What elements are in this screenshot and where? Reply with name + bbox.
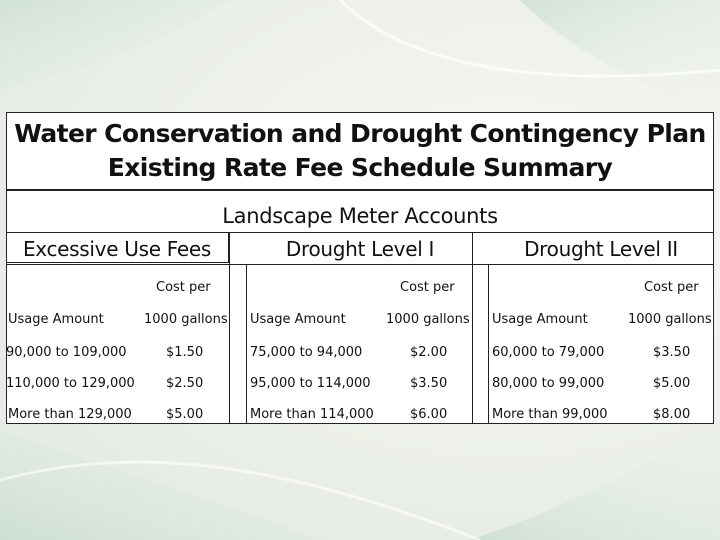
grid-line bbox=[713, 190, 714, 424]
section-drought-level-2: Drought Level II Cost per Usage Amount 1… bbox=[488, 232, 714, 423]
table-cell-usage: 60,000 to 79,000 bbox=[492, 345, 605, 360]
column-header-usage: Usage Amount bbox=[492, 312, 588, 327]
table-cell-cost: $6.00 bbox=[410, 407, 448, 422]
grid-line bbox=[246, 264, 247, 424]
section-drought-level-1: Drought Level I Cost per Usage Amount 10… bbox=[246, 232, 474, 423]
table-cell-usage: 80,000 to 99,000 bbox=[492, 376, 605, 391]
table-cell-cost: $3.50 bbox=[653, 345, 691, 360]
table-cell-usage: More than 99,000 bbox=[492, 407, 608, 422]
cost-per-label: Cost per bbox=[644, 280, 699, 295]
table-cell-cost: $2.50 bbox=[166, 376, 204, 391]
table-cell-usage: 75,000 to 94,000 bbox=[250, 345, 363, 360]
column-header-cost: 1000 gallons bbox=[386, 312, 470, 327]
title-line-2: Existing Rate Fee Schedule Summary bbox=[107, 153, 613, 182]
table-cell-usage: More than 129,000 bbox=[8, 407, 132, 422]
column-header-cost: 1000 gallons bbox=[144, 312, 228, 327]
section-heading: Excessive Use Fees bbox=[6, 232, 229, 263]
section-heading: Drought Level I bbox=[285, 237, 435, 261]
grid-line bbox=[229, 232, 230, 424]
table-cell-cost: $1.50 bbox=[166, 345, 204, 360]
cost-per-label: Cost per bbox=[156, 280, 211, 295]
table-cell-usage: 95,000 to 114,000 bbox=[250, 376, 371, 391]
grid-line bbox=[6, 232, 714, 233]
table-cell-cost: $8.00 bbox=[653, 407, 691, 422]
grid-line bbox=[6, 423, 714, 424]
subtitle: Landscape Meter Accounts bbox=[222, 204, 498, 228]
table-cell-cost: $2.00 bbox=[410, 345, 448, 360]
grid-line bbox=[488, 264, 489, 424]
section-heading: Drought Level II bbox=[524, 237, 678, 261]
column-header-cost: 1000 gallons bbox=[628, 312, 712, 327]
column-header-usage: Usage Amount bbox=[250, 312, 346, 327]
grid-line bbox=[6, 232, 7, 424]
table-cell-usage: 90,000 to 109,000 bbox=[6, 345, 127, 360]
table-cell-cost: $5.00 bbox=[166, 407, 204, 422]
table-cell-cost: $3.50 bbox=[410, 376, 448, 391]
column-header-usage: Usage Amount bbox=[8, 312, 104, 327]
table-cell-usage: 110,000 to 129,000 bbox=[6, 376, 135, 391]
title-line-1: Water Conservation and Drought Contingen… bbox=[14, 119, 706, 148]
grid-line bbox=[6, 264, 230, 265]
section-excessive-use: Excessive Use Fees Cost per Usage Amount… bbox=[6, 232, 229, 423]
subtitle-block: Landscape Meter Accounts bbox=[6, 190, 714, 233]
table-cell-usage: More than 114,000 bbox=[250, 407, 374, 422]
cost-per-label: Cost per bbox=[400, 280, 455, 295]
table-cell-cost: $5.00 bbox=[653, 376, 691, 391]
title-block: Water Conservation and Drought Contingen… bbox=[6, 112, 714, 190]
grid-line bbox=[472, 232, 473, 424]
